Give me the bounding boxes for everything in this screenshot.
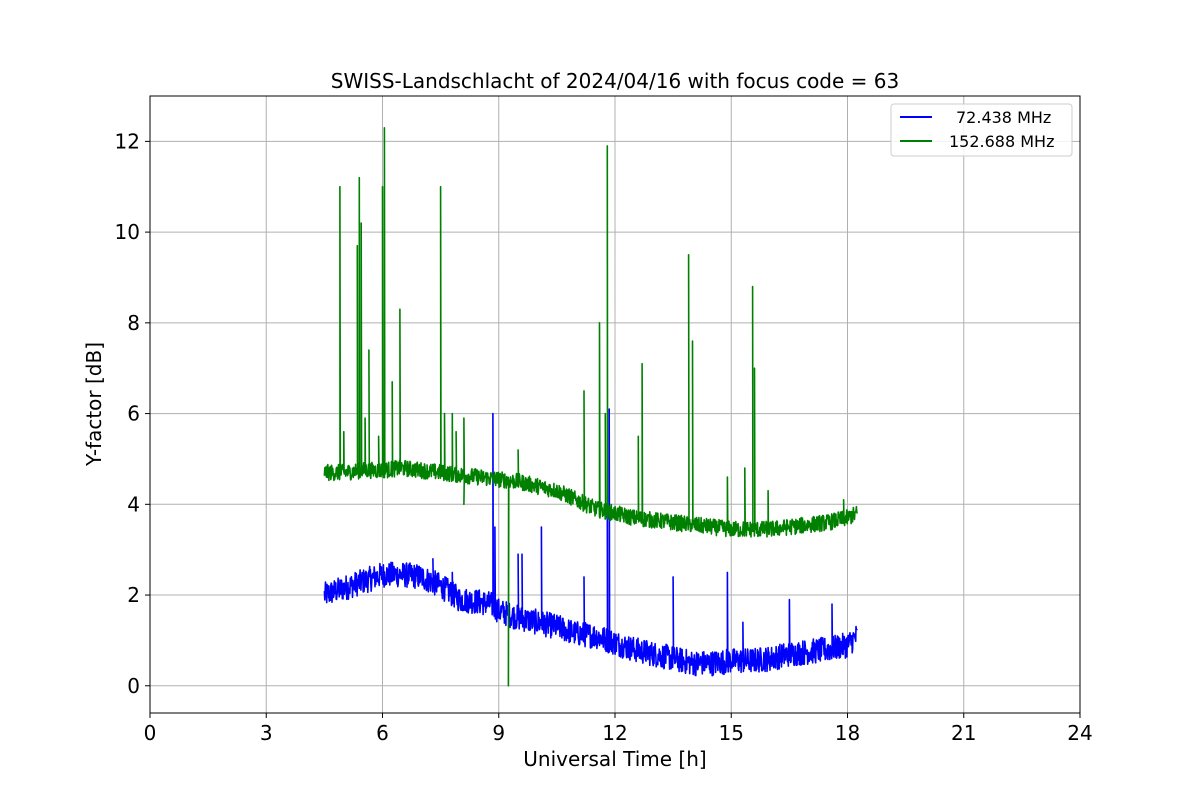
x-tick-label: 15 (719, 721, 744, 745)
y-tick-label: 4 (127, 492, 140, 516)
legend-label-152mhz: 152.688 MHz (949, 132, 1054, 151)
x-tick-label: 21 (951, 721, 976, 745)
y-axis-label: Y-factor [dB] (82, 342, 106, 467)
series-line-72mhz (323, 408, 858, 677)
x-tick-label: 18 (835, 721, 860, 745)
x-axis-label: Universal Time [h] (523, 747, 706, 771)
y-tick-label: 2 (127, 583, 140, 607)
y-tick-label: 10 (115, 220, 140, 244)
legend: 72.438 MHz 152.688 MHz (890, 103, 1073, 157)
legend-label-72mhz: 72.438 MHz (956, 108, 1051, 127)
y-tick-label: 6 (127, 402, 140, 426)
series-line-152mhz (323, 127, 858, 687)
y-tick-label: 0 (127, 674, 140, 698)
x-tick-label: 6 (376, 721, 389, 745)
x-tick-label: 24 (1067, 721, 1092, 745)
chart-title: SWISS-Landschlacht of 2024/04/16 with fo… (331, 69, 899, 93)
x-tick-label: 9 (492, 721, 505, 745)
x-tick-label: 12 (602, 721, 627, 745)
y-tick-label: 8 (127, 311, 140, 335)
legend-box (890, 103, 1073, 157)
y-tick-label: 12 (115, 129, 140, 153)
x-tick-label: 0 (144, 721, 157, 745)
x-tick-label: 3 (260, 721, 273, 745)
series-group (323, 127, 858, 687)
grid (149, 96, 1081, 713)
